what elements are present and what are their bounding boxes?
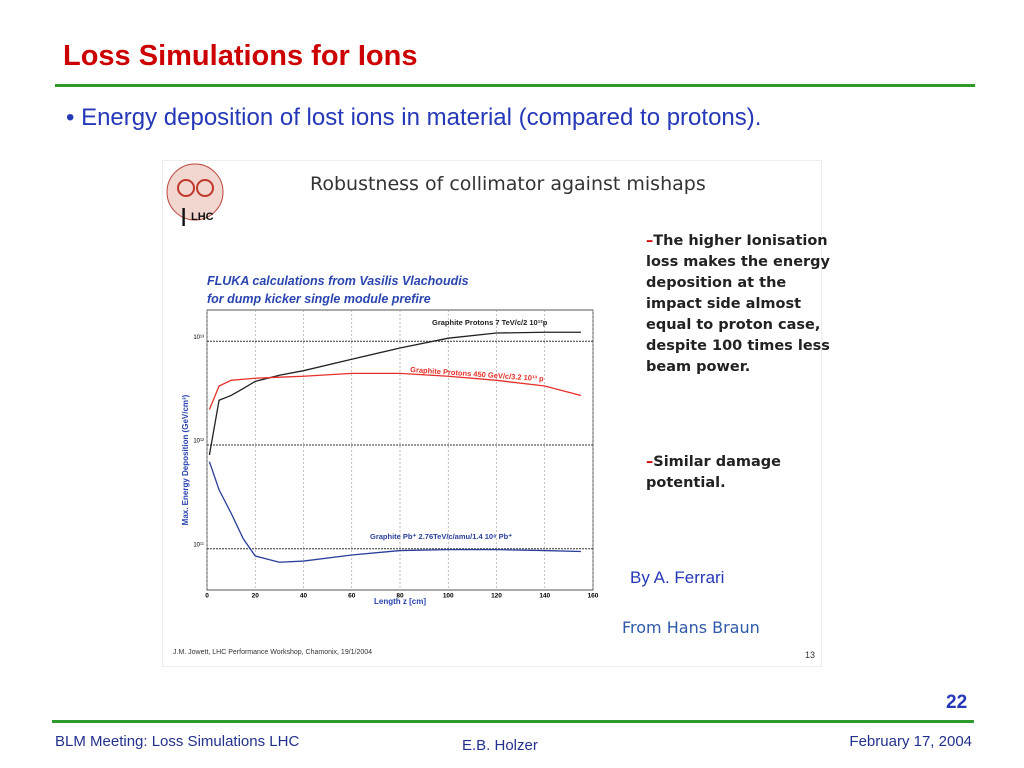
bullet: • Energy deposition of lost ions in mate… xyxy=(66,104,762,131)
footer-left: BLM Meeting: Loss Simulations LHC xyxy=(55,733,300,750)
series-line xyxy=(208,372,582,410)
note: The higher Ionisation loss makes the ene… xyxy=(646,231,831,378)
chart-title: FLUKA calculations from Vasilis Vlachoud… xyxy=(207,274,469,288)
image-frame xyxy=(162,160,822,667)
source: From Hans Braun xyxy=(622,618,760,637)
x-tick-label: 120 xyxy=(491,593,502,600)
slide-title: Loss Simulations for Ions xyxy=(63,40,418,72)
y-tick-label: 10¹³ xyxy=(193,335,204,341)
x-tick-label: 160 xyxy=(588,593,599,600)
bullet-text: Energy deposition of lost ions in materi… xyxy=(81,104,762,131)
series-label: Graphite Protons 450 GeV/c/3.2 10¹³ p xyxy=(410,365,545,383)
series-line xyxy=(208,331,581,456)
note: Similar damage potential. xyxy=(646,452,831,494)
x-tick-label: 140 xyxy=(539,593,550,600)
x-tick-label: 60 xyxy=(348,593,356,600)
reference: J.M. Jowett, LHC Performance Workshop, C… xyxy=(173,649,373,656)
y-tick-label: 10¹¹ xyxy=(193,542,204,548)
x-tick-label: 100 xyxy=(443,593,454,600)
y-tick-label: 10¹² xyxy=(193,439,204,445)
image-title: Robustness of collimator against mishaps xyxy=(310,173,706,195)
chart-title: for dump kicker single module prefire xyxy=(207,292,431,306)
rule xyxy=(52,720,974,723)
x-tick-label: 0 xyxy=(205,593,209,600)
svg-text:I: I xyxy=(180,202,187,232)
credit: By A. Ferrari xyxy=(630,568,725,587)
rule xyxy=(55,84,975,87)
series-line xyxy=(208,461,581,563)
y-axis-label: Max. Energy Deposition (GeV/cm³) xyxy=(181,394,190,525)
series-label: Graphite Pb⁺ 2.76TeV/c/amu/1.4 10⁸ Pb⁺ xyxy=(370,532,512,541)
x-tick-label: 40 xyxy=(300,593,308,600)
footer-center: E.B. Holzer xyxy=(462,737,538,754)
page-number: 22 xyxy=(946,692,968,713)
footer-right: February 17, 2004 xyxy=(849,733,972,750)
x-tick-label: 20 xyxy=(252,593,260,600)
x-axis-label: Length z [cm] xyxy=(374,597,426,606)
series-label: Graphite Protons 7 TeV/c/2 10¹²p xyxy=(432,318,548,327)
x-tick-label: 80 xyxy=(396,593,404,600)
image-page: 13 xyxy=(805,650,816,660)
logo-text: LHC xyxy=(191,211,214,223)
logo: I LHC xyxy=(166,163,224,232)
